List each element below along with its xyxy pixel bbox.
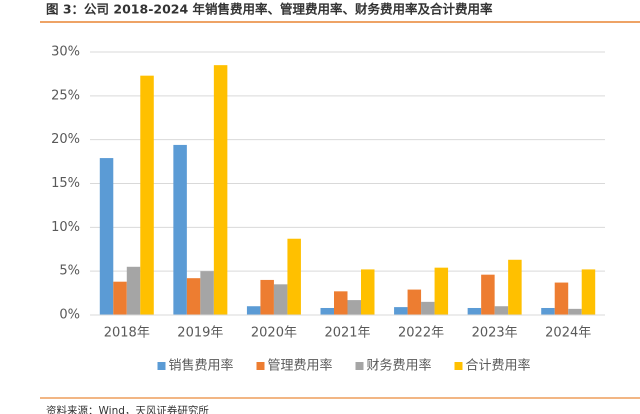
bar [99,158,114,315]
legend-label: 合计费用率 [466,358,531,374]
bar [421,301,435,315]
bar [273,284,288,315]
bar [246,306,261,315]
bar [287,238,301,315]
chart-title: 图 3：公司 2018-2024 年销售费用率、管理费用率、财务费用率及合计费用… [46,2,493,17]
legend-label: 财务费用率 [367,358,432,374]
y-tick-label: 15% [51,176,80,191]
bar [581,269,596,315]
x-tick-label: 2020年 [251,326,297,341]
y-tick-label: 5% [59,264,80,279]
bar [173,144,187,315]
y-tick-label: 0% [59,308,80,323]
bar [260,279,274,315]
y-tick-label: 10% [51,220,80,235]
y-tick-label: 25% [51,88,80,103]
bar [126,266,141,315]
bar [200,271,214,315]
bar [508,259,522,315]
y-tick-label: 20% [51,132,80,147]
bar [186,278,201,315]
x-tick-label: 2022年 [398,326,444,341]
y-tick-label: 30% [51,45,80,60]
legend-swatch [157,362,166,370]
x-tick-label: 2021年 [324,326,370,341]
legend-swatch [454,362,463,370]
bar [568,308,582,315]
bar [113,281,127,315]
bar [467,307,482,315]
source: 资料来源：Wind，天风证券研究所 [46,404,209,414]
bar [361,269,375,315]
bar [140,75,154,315]
x-tick-label: 2023年 [472,326,518,341]
legend-label: 销售费用率 [169,358,234,374]
bar [481,274,495,315]
legend-swatch [256,362,265,370]
bar [334,291,348,315]
bar [347,300,361,315]
bar [494,306,509,315]
x-tick-label: 2019年 [177,326,223,341]
x-tick-label: 2024年 [545,326,591,341]
x-tick-label: 2018年 [104,326,150,341]
bar [541,307,555,315]
bar [554,282,569,315]
bar [213,65,228,316]
bar [434,267,449,315]
bar [407,289,422,315]
legend-swatch [355,362,364,370]
bar [320,307,334,315]
bar [394,307,408,315]
legend-label: 管理费用率 [268,358,333,374]
